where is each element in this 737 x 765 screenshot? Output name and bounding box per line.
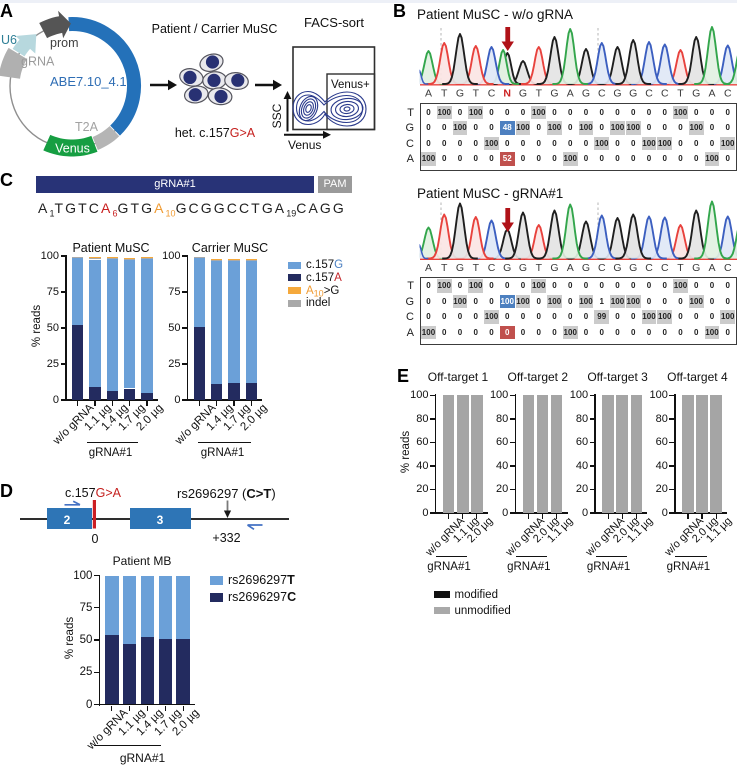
svg-text:A: A (567, 88, 574, 100)
svg-text:gRNA: gRNA (21, 55, 55, 69)
svg-text:A: A (425, 262, 432, 274)
svg-text:C: C (724, 262, 732, 274)
svg-text:Venus: Venus (55, 142, 90, 156)
svg-text:U6: U6 (1, 33, 17, 47)
svg-text:G: G (456, 88, 464, 100)
svg-text:C: C (724, 88, 732, 100)
svg-text:N: N (503, 88, 511, 100)
svg-text:G: G (456, 262, 464, 274)
svg-text:A: A (567, 262, 574, 274)
svg-text:G: G (503, 262, 511, 274)
svg-text:C: C (661, 88, 669, 100)
svg-text:T2A: T2A (75, 120, 99, 134)
svg-text:G: G (582, 88, 590, 100)
svg-text:prom: prom (50, 36, 78, 50)
svg-text:T: T (536, 262, 543, 274)
svg-text:T: T (441, 262, 448, 274)
svg-text:G: G (613, 88, 621, 100)
svg-text:G: G (692, 88, 700, 100)
svg-text:3: 3 (157, 513, 164, 527)
svg-text:Venus+: Venus+ (331, 79, 370, 91)
svg-text:C: C (661, 262, 669, 274)
svg-text:C: C (488, 262, 496, 274)
svg-text:A: A (425, 88, 432, 100)
svg-text:G: G (519, 262, 527, 274)
svg-text:C: C (598, 88, 606, 100)
svg-text:A: A (708, 262, 715, 274)
svg-text:C: C (645, 262, 653, 274)
svg-text:C: C (645, 88, 653, 100)
svg-text:G: G (582, 262, 590, 274)
svg-text:2: 2 (64, 513, 71, 527)
svg-text:T: T (677, 88, 684, 100)
svg-text:T: T (473, 262, 480, 274)
svg-text:T: T (536, 88, 543, 100)
svg-text:G: G (613, 262, 621, 274)
svg-text:T: T (441, 88, 448, 100)
svg-text:G: G (550, 262, 558, 274)
svg-text:A: A (708, 88, 715, 100)
svg-text:C: C (488, 88, 496, 100)
svg-text:G: G (629, 88, 637, 100)
svg-text:G: G (629, 262, 637, 274)
svg-text:G: G (550, 88, 558, 100)
svg-text:ABE7.10_4.1: ABE7.10_4.1 (50, 74, 127, 89)
svg-text:G: G (519, 88, 527, 100)
svg-text:C: C (598, 262, 606, 274)
svg-text:T: T (677, 262, 684, 274)
svg-text:T: T (473, 88, 480, 100)
svg-text:G: G (692, 262, 700, 274)
